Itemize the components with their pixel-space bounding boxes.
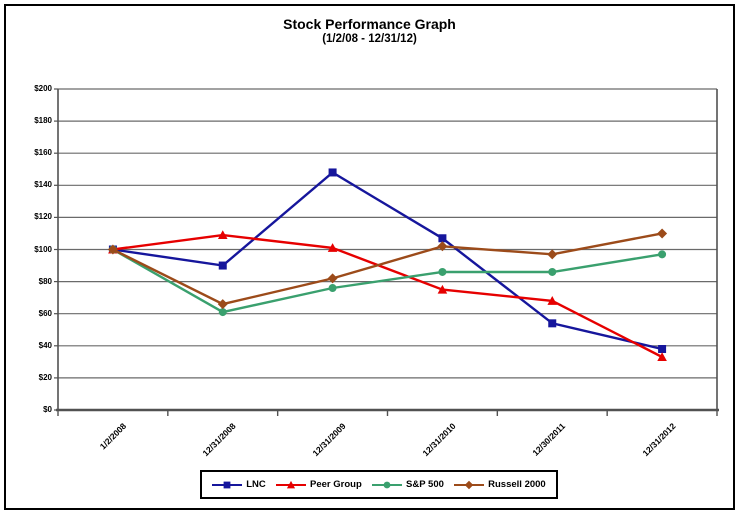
series-line-lnc: [112, 171, 663, 351]
legend-label: Peer Group: [310, 479, 362, 490]
chart-subtitle: (1/2/08 - 12/31/12): [322, 33, 417, 45]
legend-entry-peer-group: Peer Group: [276, 479, 362, 491]
series-line-peer-group: [112, 233, 663, 359]
series-line-s-p-500: [112, 248, 663, 314]
marker-lnc-1: [218, 261, 227, 270]
marker-peer-group-3: [437, 284, 448, 294]
marker-russell-2000-3: [437, 241, 448, 252]
marker-peer-group-1: [217, 230, 228, 240]
marker-lnc-5: [658, 345, 667, 354]
marker-s-p-500-3: [438, 267, 447, 276]
marker-peer-group-2: [327, 243, 338, 252]
legend-entry-s-p-500: S&P 500: [372, 479, 444, 491]
marker-s-p-500-4: [548, 267, 557, 276]
legend-label: Russell 2000: [488, 479, 546, 490]
series-line-russell-2000: [112, 232, 663, 306]
marker-lnc-2: [328, 168, 337, 177]
legend-label: LNC: [246, 479, 266, 490]
marker-peer-group-4: [547, 296, 558, 305]
marker-lnc-4: [548, 319, 557, 328]
marker-s-p-500-2: [328, 284, 337, 293]
marker-russell-2000-5: [657, 228, 668, 239]
chart-title: Stock Performance Graph: [283, 16, 456, 32]
marker-peer-group-5: [657, 352, 667, 362]
legend-swatch-triangle-icon: [276, 480, 307, 488]
legend-entry-lnc: LNC: [212, 479, 266, 491]
marker-russell-2000-2: [327, 273, 338, 284]
legend-label: S&P 500: [406, 479, 444, 490]
marker-russell-2000-1: [217, 299, 228, 310]
marker-russell-2000-4: [547, 249, 558, 260]
legend: LNC Peer Group S&P 500 Russell 2000: [200, 470, 558, 499]
legend-swatch-diamond-icon: [454, 480, 485, 489]
marker-russell-2000-0: [107, 244, 118, 255]
marker-lnc-3: [438, 234, 447, 243]
legend-swatch-square-icon: [212, 481, 243, 488]
marker-s-p-500-1: [218, 308, 227, 317]
legend-entry-russell-2000: Russell 2000: [454, 479, 546, 491]
legend-swatch-circle-icon: [372, 481, 403, 488]
marker-s-p-500-5: [658, 250, 667, 259]
